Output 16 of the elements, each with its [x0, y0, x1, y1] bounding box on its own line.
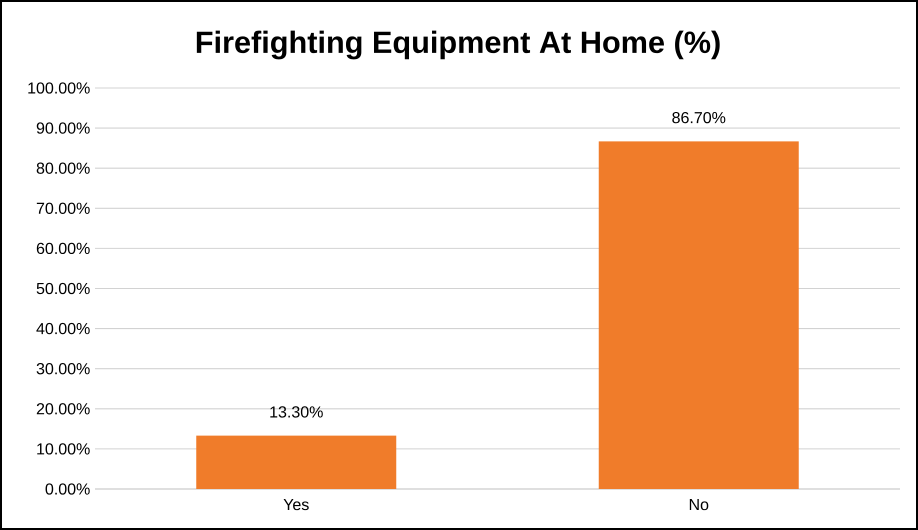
y-tick-label: 100.00%: [28, 82, 90, 94]
y-tick-label: 0.00%: [46, 483, 90, 495]
y-tick-label: 30.00%: [36, 363, 90, 374]
y-tick-label: 20.00%: [36, 403, 90, 414]
y-tick-label: 70.00%: [36, 202, 90, 214]
data-label: 13.30%: [270, 406, 323, 418]
chart-title: Firefighting Equipment At Home (%): [196, 30, 720, 60]
y-tick-label: 10.00%: [37, 443, 90, 455]
x-tick-label: Yes: [284, 499, 309, 510]
y-tick-label: 90.00%: [36, 122, 90, 134]
y-tick-label: 50.00%: [36, 282, 90, 294]
y-tick-label: 80.00%: [36, 162, 90, 174]
data-label: 86.70%: [672, 112, 726, 124]
y-tick-label: 40.00%: [36, 322, 90, 334]
x-tick-label: No: [690, 499, 708, 510]
y-tick-label: 60.00%: [36, 242, 90, 254]
